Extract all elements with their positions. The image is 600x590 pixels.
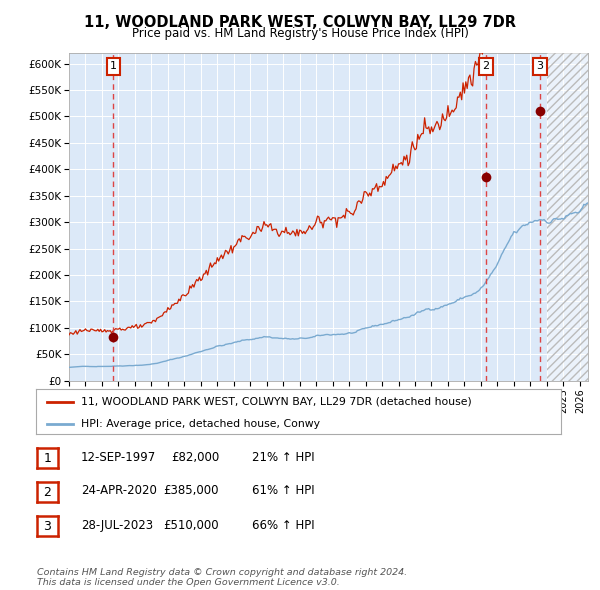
Text: 12-SEP-1997: 12-SEP-1997 <box>81 451 156 464</box>
Text: 66% ↑ HPI: 66% ↑ HPI <box>252 519 314 532</box>
Text: 2: 2 <box>43 486 52 499</box>
Text: 3: 3 <box>536 61 543 71</box>
Text: £510,000: £510,000 <box>163 519 219 532</box>
Text: 1: 1 <box>43 452 52 465</box>
Text: £385,000: £385,000 <box>163 484 219 497</box>
Text: 1: 1 <box>110 61 117 71</box>
Text: 24-APR-2020: 24-APR-2020 <box>81 484 157 497</box>
Text: 21% ↑ HPI: 21% ↑ HPI <box>252 451 314 464</box>
Text: 3: 3 <box>43 520 52 533</box>
Text: Price paid vs. HM Land Registry's House Price Index (HPI): Price paid vs. HM Land Registry's House … <box>131 27 469 40</box>
Bar <box>547 53 588 381</box>
Text: Contains HM Land Registry data © Crown copyright and database right 2024.
This d: Contains HM Land Registry data © Crown c… <box>37 568 407 587</box>
Text: 2: 2 <box>482 61 490 71</box>
Text: 61% ↑ HPI: 61% ↑ HPI <box>252 484 314 497</box>
Text: 11, WOODLAND PARK WEST, COLWYN BAY, LL29 7DR: 11, WOODLAND PARK WEST, COLWYN BAY, LL29… <box>84 15 516 30</box>
Text: £82,000: £82,000 <box>171 451 219 464</box>
Text: 28-JUL-2023: 28-JUL-2023 <box>81 519 153 532</box>
Bar <box>547 53 588 381</box>
Text: HPI: Average price, detached house, Conwy: HPI: Average price, detached house, Conw… <box>80 419 320 429</box>
Text: 11, WOODLAND PARK WEST, COLWYN BAY, LL29 7DR (detached house): 11, WOODLAND PARK WEST, COLWYN BAY, LL29… <box>80 397 472 407</box>
